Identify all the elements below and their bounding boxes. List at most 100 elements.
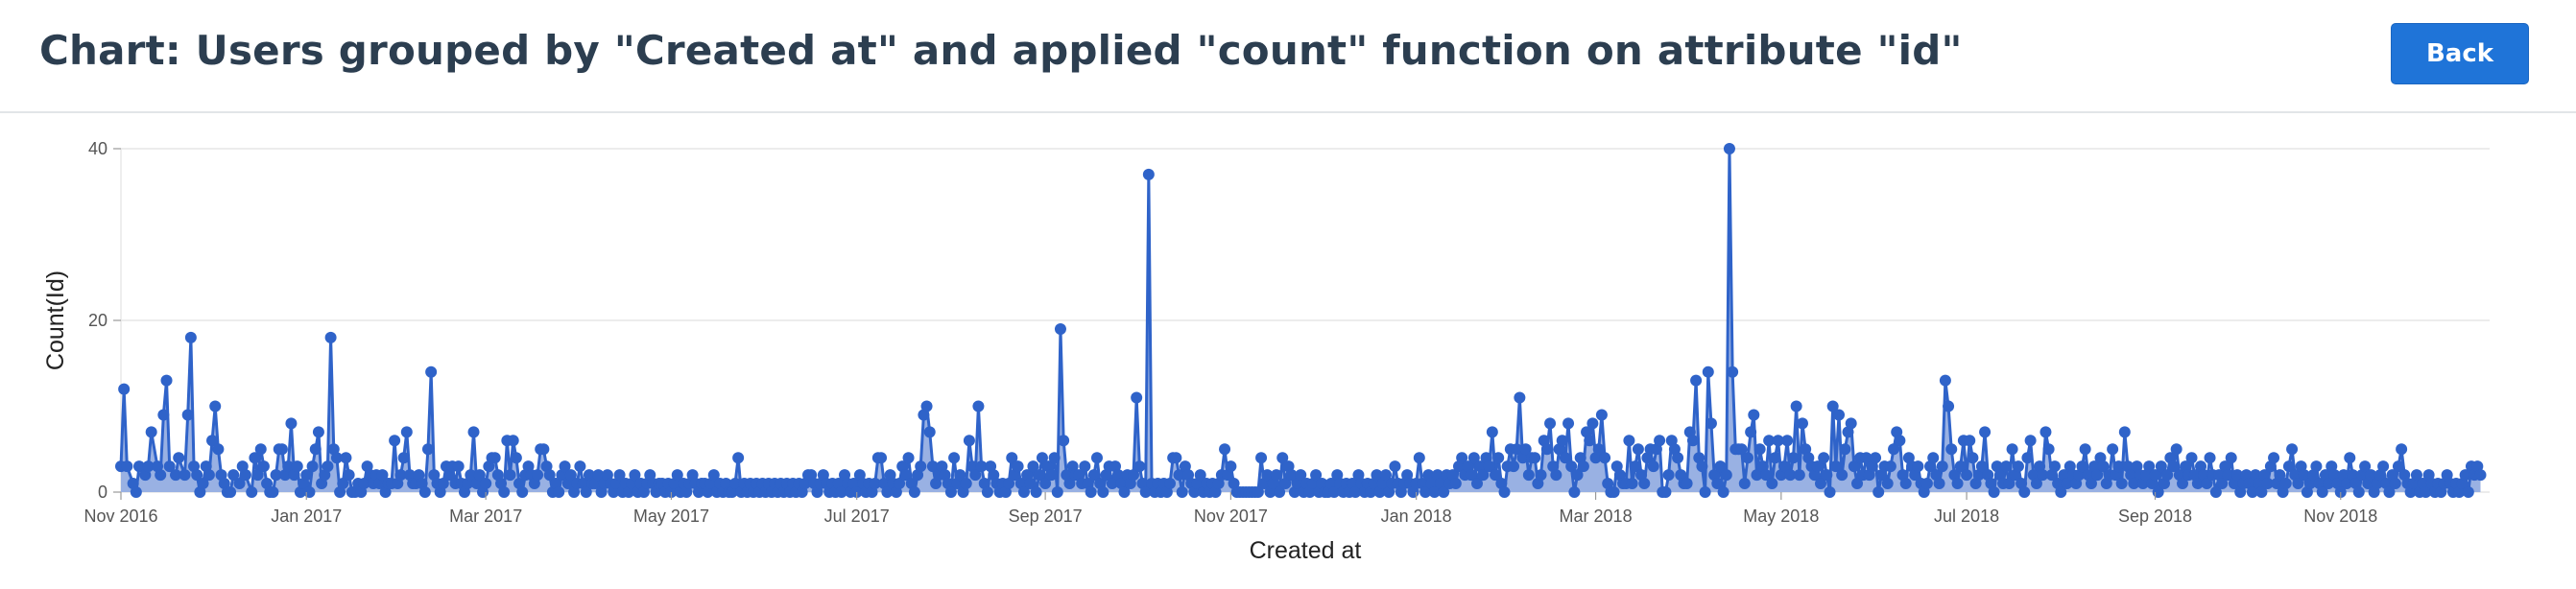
data-point[interactable] bbox=[179, 469, 191, 482]
data-point[interactable] bbox=[1988, 486, 2000, 498]
data-point[interactable] bbox=[1225, 460, 1237, 473]
data-point[interactable] bbox=[1048, 452, 1061, 464]
data-point[interactable] bbox=[2115, 478, 2128, 490]
data-point[interactable] bbox=[121, 460, 133, 473]
data-point[interactable] bbox=[1477, 469, 1490, 482]
data-point[interactable] bbox=[1483, 460, 1495, 473]
data-point[interactable] bbox=[1349, 486, 1362, 498]
data-point[interactable] bbox=[1681, 478, 1693, 490]
data-point[interactable] bbox=[1139, 486, 1152, 498]
data-point[interactable] bbox=[2191, 478, 2204, 490]
data-point[interactable] bbox=[1428, 486, 1441, 498]
data-point[interactable] bbox=[1796, 417, 1808, 430]
data-point[interactable] bbox=[2167, 460, 2180, 473]
data-point[interactable] bbox=[1051, 486, 1063, 498]
data-point[interactable] bbox=[537, 443, 550, 456]
data-point[interactable] bbox=[2097, 460, 2110, 473]
data-point[interactable] bbox=[2149, 469, 2161, 482]
back-button[interactable]: Back bbox=[2391, 23, 2529, 84]
data-point[interactable] bbox=[1833, 409, 1846, 421]
data-point[interactable] bbox=[1711, 478, 1724, 490]
data-point[interactable] bbox=[1279, 478, 1292, 490]
data-point[interactable] bbox=[155, 469, 167, 482]
data-point[interactable] bbox=[1173, 469, 1185, 482]
data-point[interactable] bbox=[1310, 469, 1323, 482]
data-point[interactable] bbox=[1870, 452, 1882, 464]
data-point[interactable] bbox=[181, 409, 194, 421]
data-point[interactable] bbox=[312, 426, 324, 438]
data-point[interactable] bbox=[118, 383, 131, 395]
data-point[interactable] bbox=[1727, 365, 1739, 378]
data-point[interactable] bbox=[504, 469, 516, 482]
data-point[interactable] bbox=[908, 486, 920, 498]
data-point[interactable] bbox=[303, 486, 316, 498]
data-point[interactable] bbox=[1912, 460, 1924, 473]
data-point[interactable] bbox=[1723, 143, 1735, 154]
data-point[interactable] bbox=[1194, 469, 1206, 482]
data-point[interactable] bbox=[1608, 486, 1620, 498]
data-point[interactable] bbox=[340, 452, 352, 464]
data-point[interactable] bbox=[2039, 426, 2052, 438]
data-point[interactable] bbox=[1514, 391, 1526, 404]
data-point[interactable] bbox=[376, 469, 389, 482]
data-point[interactable] bbox=[2310, 460, 2323, 473]
data-point[interactable] bbox=[2225, 452, 2237, 464]
data-point[interactable] bbox=[1063, 478, 1076, 490]
data-point[interactable] bbox=[1763, 435, 1776, 447]
data-point[interactable] bbox=[1036, 452, 1048, 464]
data-point[interactable] bbox=[592, 469, 605, 482]
data-point[interactable] bbox=[254, 443, 267, 456]
data-point[interactable] bbox=[629, 469, 641, 482]
data-point[interactable] bbox=[1881, 478, 1894, 490]
data-point[interactable] bbox=[225, 486, 237, 498]
data-point[interactable] bbox=[1087, 469, 1100, 482]
data-point[interactable] bbox=[1717, 486, 1729, 498]
data-point[interactable] bbox=[1544, 417, 1557, 430]
data-point[interactable] bbox=[1811, 460, 1824, 473]
data-point[interactable] bbox=[1943, 400, 1955, 412]
data-point[interactable] bbox=[2255, 486, 2268, 498]
data-point[interactable] bbox=[1219, 443, 1231, 456]
data-point[interactable] bbox=[1751, 469, 1763, 482]
data-point[interactable] bbox=[1638, 478, 1651, 490]
data-point[interactable] bbox=[1176, 486, 1188, 498]
data-point[interactable] bbox=[732, 452, 745, 464]
data-point[interactable] bbox=[960, 478, 972, 490]
data-point[interactable] bbox=[1255, 452, 1268, 464]
data-point[interactable] bbox=[2459, 469, 2471, 482]
data-point[interactable] bbox=[2352, 486, 2365, 498]
data-point[interactable] bbox=[2185, 452, 2198, 464]
data-point[interactable] bbox=[1745, 426, 1757, 438]
data-point[interactable] bbox=[1456, 452, 1468, 464]
data-point[interactable] bbox=[1511, 443, 1523, 456]
data-point[interactable] bbox=[1632, 443, 1644, 456]
data-point[interactable] bbox=[2344, 452, 2356, 464]
data-point[interactable] bbox=[1131, 391, 1143, 404]
data-point[interactable] bbox=[1133, 460, 1146, 473]
data-point[interactable] bbox=[184, 331, 197, 343]
data-point[interactable] bbox=[2112, 460, 2125, 473]
data-point[interactable] bbox=[239, 469, 251, 482]
data-point[interactable] bbox=[972, 400, 985, 412]
data-point[interactable] bbox=[1784, 469, 1797, 482]
data-point[interactable] bbox=[1039, 478, 1052, 490]
data-point[interactable] bbox=[437, 478, 449, 490]
data-point[interactable] bbox=[2030, 478, 2042, 490]
data-point[interactable] bbox=[926, 460, 939, 473]
data-point[interactable] bbox=[473, 469, 486, 482]
data-point[interactable] bbox=[275, 443, 288, 456]
data-point[interactable] bbox=[2079, 443, 2091, 456]
data-point[interactable] bbox=[2359, 460, 2372, 473]
data-point[interactable] bbox=[212, 443, 225, 456]
data-point[interactable] bbox=[465, 469, 477, 482]
data-point[interactable] bbox=[246, 486, 258, 498]
data-point[interactable] bbox=[1781, 435, 1794, 447]
data-point[interactable] bbox=[130, 486, 142, 498]
data-point[interactable] bbox=[574, 460, 586, 473]
data-point[interactable] bbox=[835, 486, 847, 498]
data-point[interactable] bbox=[1720, 469, 1732, 482]
data-point[interactable] bbox=[400, 426, 413, 438]
data-point[interactable] bbox=[920, 400, 933, 412]
data-point[interactable] bbox=[1945, 443, 1958, 456]
data-point[interactable] bbox=[1261, 469, 1274, 482]
